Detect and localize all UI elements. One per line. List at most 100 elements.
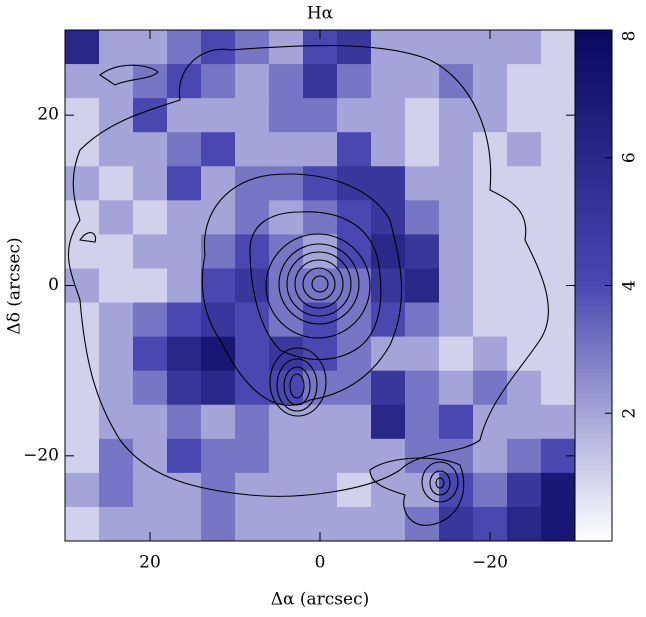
heatmap-cell: [541, 64, 576, 99]
heatmap-cell: [473, 302, 508, 338]
heatmap-cell: [337, 438, 372, 474]
heatmap-cell: [201, 234, 236, 269]
colorbar-swatch: [575, 239, 612, 246]
heatmap-cell: [405, 200, 440, 235]
contour: [421, 461, 459, 503]
colorbar-swatch: [575, 320, 612, 327]
colorbar-swatch: [575, 310, 612, 317]
heatmap-cell: [371, 30, 406, 65]
heatmap-cell: [303, 132, 338, 167]
heatmap-cell: [507, 166, 542, 201]
heatmap-cell: [473, 438, 508, 474]
colorbar-swatch: [575, 193, 612, 200]
heatmap-cell: [269, 200, 304, 235]
heatmap-cell: [507, 132, 542, 167]
contour: [286, 251, 352, 317]
colorbar-swatch: [575, 131, 612, 138]
heatmap-cell: [541, 336, 576, 372]
colorbar-swatch: [575, 489, 612, 496]
heatmap-cell: [269, 234, 304, 269]
heatmap-cell: [439, 98, 474, 133]
colorbar-swatch: [575, 530, 612, 537]
heatmap-cell: [99, 200, 134, 235]
heatmap-cell: [405, 302, 440, 338]
heatmap-cell: [303, 404, 338, 440]
colorbar-swatch: [575, 187, 612, 195]
heatmap-cell: [541, 302, 576, 338]
colorbar-swatch: [575, 218, 612, 225]
colorbar-swatch: [575, 474, 612, 481]
heatmap-cell: [371, 506, 406, 542]
heatmap-cell: [235, 64, 270, 99]
contour: [79, 232, 97, 243]
heatmap-cell: [133, 404, 168, 440]
contour: [265, 233, 371, 339]
colorbar-swatch: [575, 504, 612, 511]
colorbar-swatch: [575, 407, 612, 414]
heatmap-cell: [507, 336, 542, 372]
contour: [276, 358, 318, 412]
heatmap-cell: [541, 234, 576, 269]
colorbar-swatch: [575, 443, 612, 450]
colorbar-tick-label: 2: [620, 408, 640, 419]
heatmap-cell: [303, 472, 338, 508]
heatmap-cell: [201, 132, 236, 167]
heatmap-cell: [201, 302, 236, 338]
colorbar-swatch: [575, 208, 612, 215]
heatmap-cell: [303, 166, 338, 201]
heatmap-cell: [133, 472, 168, 508]
heatmap-cell: [337, 404, 372, 440]
heatmap-cell: [65, 506, 100, 542]
heatmap-cell: [541, 404, 576, 440]
heatmap-cell: [405, 370, 440, 406]
heatmap-cell: [405, 234, 440, 269]
colorbar-swatch: [575, 244, 612, 251]
contour: [429, 470, 451, 496]
heatmap-cell: [303, 268, 338, 304]
colorbar-swatch: [575, 85, 612, 92]
colorbar-swatch: [575, 509, 612, 516]
heatmap-cell: [269, 132, 304, 167]
heatmap-cell: [65, 64, 100, 99]
colorbar-swatch: [575, 433, 612, 440]
colorbar-swatch: [575, 116, 612, 123]
colorbar-swatch: [575, 397, 612, 404]
colorbar-swatch: [575, 75, 612, 82]
heatmap-cell: [99, 166, 134, 201]
colorbar: [575, 29, 612, 542]
heatmap-cell: [303, 98, 338, 133]
heatmap-cell: [133, 200, 168, 235]
heatmap-cell: [133, 234, 168, 269]
heatmap-cell: [405, 132, 440, 167]
colorbar-swatch: [575, 259, 612, 266]
heatmap-cell: [167, 200, 202, 235]
heatmap-cell: [167, 64, 202, 99]
colorbar-swatch: [575, 366, 612, 373]
heatmap-cell: [99, 30, 134, 65]
colorbar-swatch: [575, 499, 612, 506]
heatmap-cell: [167, 404, 202, 440]
y-axis-label: Δδ (arcsec): [5, 237, 25, 334]
colorbar-swatch: [575, 463, 612, 470]
y-tick-label: −20: [23, 445, 59, 465]
heatmap-cell: [371, 166, 406, 201]
heatmap-cell: [405, 166, 440, 201]
heatmap-cell: [541, 506, 576, 542]
heatmap-cell: [133, 132, 168, 167]
colorbar-swatch: [575, 106, 612, 113]
heatmap-cell: [405, 30, 440, 65]
contour: [249, 211, 382, 360]
colorbar-swatch: [575, 274, 612, 281]
heatmap-cell: [371, 370, 406, 406]
heatmap-cell: [439, 30, 474, 65]
heatmap-cell: [201, 166, 236, 201]
colorbar-swatch: [575, 203, 612, 210]
heatmap-cell: [337, 132, 372, 167]
heatmap-cell: [201, 506, 236, 542]
colorbar-swatch: [575, 315, 612, 322]
heatmap-cell: [303, 64, 338, 99]
colorbar-swatch: [575, 65, 612, 72]
heatmap-cell: [269, 268, 304, 304]
heatmap-cell: [235, 472, 270, 508]
